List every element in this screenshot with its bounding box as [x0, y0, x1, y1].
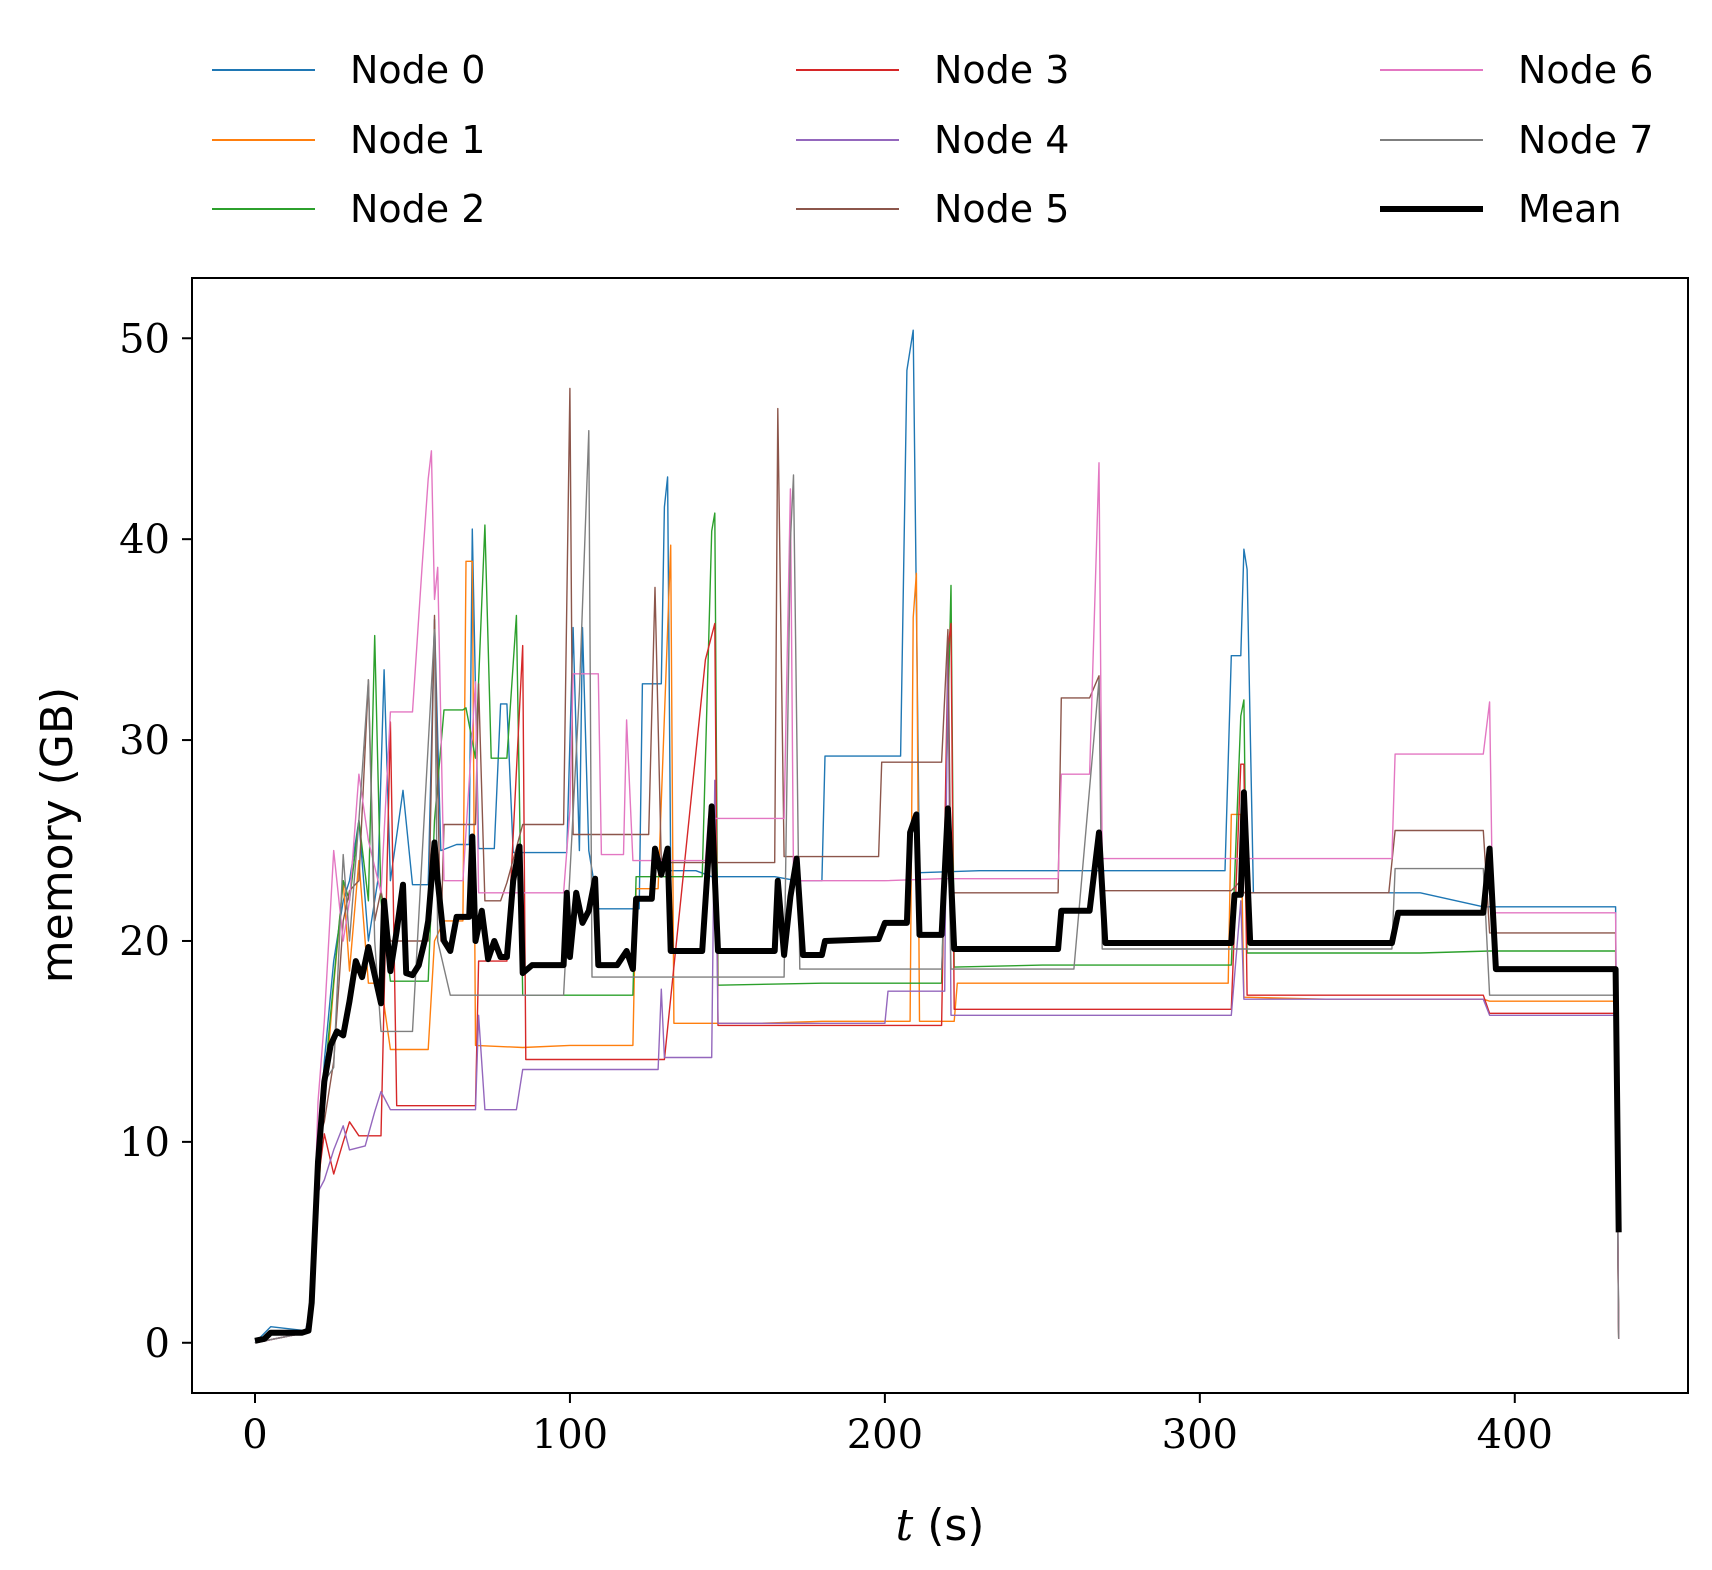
y-tick-label: 10 — [119, 1120, 170, 1166]
legend-label: Node 2 — [350, 187, 485, 231]
ticks-layer: 0 100 200 300 400 0 10 20 30 40 50 — [119, 316, 1553, 1458]
legend-item-node-0: Node 0 — [212, 48, 485, 92]
series-line-node-1 — [254, 544, 1620, 1344]
legend-item-node-3: Node 3 — [796, 48, 1069, 92]
series-line-node-3 — [254, 622, 1620, 1344]
x-tick-label: 100 — [532, 1412, 608, 1458]
x-axis-label: t (s) — [896, 1500, 985, 1551]
legend-label: Node 5 — [934, 187, 1069, 231]
y-axis-label: memory (GB) — [32, 687, 83, 983]
legend-item-node-5: Node 5 — [796, 187, 1069, 231]
x-axis-unit: (s) — [913, 1500, 984, 1551]
legend-item-node-7: Node 7 — [1380, 118, 1653, 162]
legend-label: Node 7 — [1518, 118, 1653, 162]
legend-item-mean: Mean — [1380, 187, 1622, 231]
legend-item-node-4: Node 4 — [796, 118, 1069, 162]
legend-item-node-6: Node 6 — [1380, 48, 1653, 92]
series-layer — [254, 329, 1622, 1344]
legend-item-node-1: Node 1 — [212, 118, 485, 162]
legend: Node 0 Node 1 Node 2 Node 3 Node 4 Node 5 Node… — [212, 48, 1653, 231]
x-axis-var: t — [896, 1500, 914, 1551]
series-line-node-4 — [254, 634, 1620, 1344]
legend-label: Node 6 — [1518, 48, 1653, 92]
y-tick-label: 20 — [119, 919, 170, 965]
x-tick-label: 300 — [1162, 1412, 1238, 1458]
legend-label: Node 3 — [934, 48, 1069, 92]
x-tick-label: 0 — [242, 1412, 267, 1458]
legend-label: Node 1 — [350, 118, 485, 162]
series-line-node-7 — [254, 430, 1620, 1344]
legend-label: Mean — [1518, 187, 1622, 231]
x-tick-label: 200 — [847, 1412, 923, 1458]
series-line-mean — [254, 789, 1622, 1344]
y-tick-label: 0 — [145, 1321, 170, 1367]
plot-frame — [191, 277, 1689, 1394]
y-tick-label: 50 — [119, 316, 170, 362]
legend-label: Node 0 — [350, 48, 485, 92]
x-tick-label: 400 — [1477, 1412, 1553, 1458]
y-tick-label: 30 — [119, 718, 170, 764]
legend-label: Node 4 — [934, 118, 1069, 162]
legend-item-node-2: Node 2 — [212, 187, 485, 231]
y-tick-label: 40 — [119, 517, 170, 563]
